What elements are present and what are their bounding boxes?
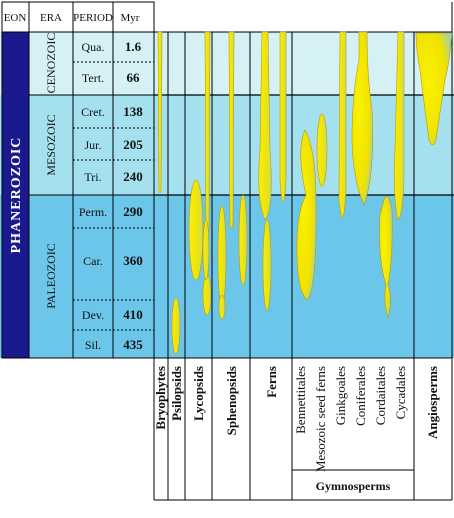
myr-car: 360: [123, 253, 143, 268]
paleozoic-band: [0, 195, 454, 358]
header-period: PERIOD: [73, 12, 113, 24]
spindle-cordaitales: [379, 196, 393, 320]
header-era: ERA: [40, 12, 62, 24]
myr-jur: 205: [123, 137, 143, 152]
label-ferns: Ferns: [264, 366, 279, 398]
eon-label: PHANEROZOIC: [9, 137, 24, 254]
myr-cret: 138: [123, 104, 143, 119]
era-paleozoic: PALEOZOIC: [44, 243, 58, 309]
label-seedferns: Mesozoic seed ferns: [313, 366, 328, 472]
era-column: CENOZOIC MESOZOIC PALEOZOIC: [28, 31, 74, 359]
myr-perm: 290: [123, 204, 143, 219]
myr-dev: 410: [123, 307, 143, 322]
spindles: [157, 31, 453, 355]
spindle-lycopsids-3: [202, 274, 212, 316]
label-bryophytes: Bryophytes: [153, 366, 168, 430]
header-myr: Myr: [121, 12, 140, 24]
myr-qua: 1.6: [125, 39, 142, 54]
spindle-lycopsids-1: [204, 31, 211, 234]
header-eon: EON: [4, 12, 27, 24]
period-cret: Cret.: [81, 105, 105, 119]
spindle-ferns-3: [279, 31, 287, 203]
label-gymnosperms: Gymnosperms: [316, 479, 391, 493]
spindle-ferns-1: [258, 31, 272, 221]
label-psilopsids: Psilopsids: [169, 366, 184, 421]
spindle-seedferns: [316, 113, 328, 187]
spindle-sphenopsids-2: [217, 205, 227, 307]
group-dividers: [153, 2, 453, 501]
label-bennettitales: Bennettitales: [293, 366, 308, 434]
period-column: Qua. 1.6 Tert. 66 Cret. 138 Jur. 205 Tri…: [72, 31, 155, 359]
label-lycopsids: Lycopsids: [191, 366, 206, 421]
myr-tert: 66: [127, 70, 141, 85]
label-sphenopsids: Sphenopsids: [224, 366, 239, 435]
period-tert: Tert.: [82, 71, 104, 85]
spindle-sphenopsids-1: [228, 31, 235, 229]
period-perm: Perm.: [79, 205, 107, 219]
spindle-lycopsids-4: [202, 219, 210, 281]
period-jur: Jur.: [84, 138, 101, 152]
spindle-coniferales: [351, 31, 373, 206]
spindle-sphenopsids-3: [218, 294, 226, 320]
spindle-ginkgoales: [338, 31, 347, 219]
myr-tri: 240: [123, 169, 143, 184]
spindle-bryophytes: [157, 31, 163, 194]
myr-sil: 435: [123, 337, 143, 352]
era-mesozoic: MESOZOIC: [44, 114, 58, 175]
period-qua: Qua.: [82, 40, 105, 54]
label-ginkgoales: Ginkgoales: [333, 366, 348, 425]
label-coniferales: Coniferales: [353, 366, 368, 426]
period-car: Car.: [83, 254, 103, 268]
period-tri: Tri.: [84, 170, 101, 184]
label-cycadales: Cycadales: [393, 366, 408, 419]
era-cenozoic: CENOZOIC: [44, 33, 58, 94]
period-sil: Sil.: [85, 338, 101, 352]
mesozoic-band: [0, 95, 454, 195]
spindle-sphenopsids-4: [238, 194, 248, 286]
spindle-angiosperms: [415, 32, 453, 146]
spindle-cycadales: [394, 31, 405, 221]
cenozoic-band: [0, 32, 454, 95]
group-labels: Bryophytes Psilopsids Lycopsids Sphenops…: [153, 366, 440, 493]
label-angiosperms: Angiosperms: [425, 366, 440, 439]
label-cordaitales: Cordaitales: [373, 366, 388, 425]
header-row: EON ERA PERIOD Myr: [1, 1, 155, 33]
spindle-psilopsids: [171, 297, 181, 355]
period-dev: Dev.: [82, 308, 104, 322]
spindle-bennettitales: [296, 129, 317, 301]
spindle-ferns-2: [262, 219, 272, 311]
spindle-lycopsids-2: [188, 179, 204, 281]
